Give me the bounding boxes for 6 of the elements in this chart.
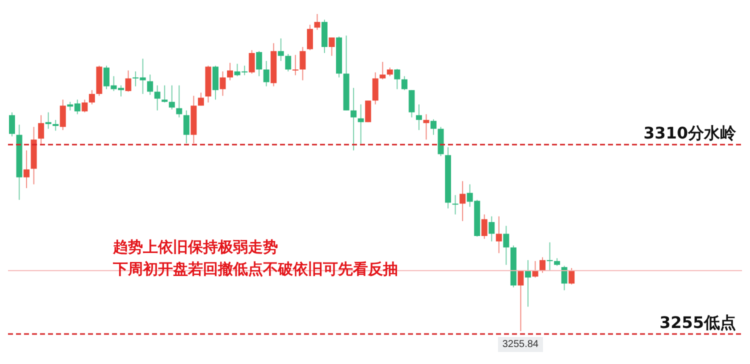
ref-line-label: 3255低点 — [659, 313, 736, 332]
candlestick — [365, 100, 372, 123]
ref-line-label: 3310分水岭 — [643, 124, 737, 143]
annotation: 下周初开盘若回撤低点不破依旧可先看反抽 — [113, 260, 398, 279]
annotation: 趋势上依旧保持极弱走势 — [113, 238, 278, 257]
annotation: 3255.84 — [498, 337, 542, 352]
